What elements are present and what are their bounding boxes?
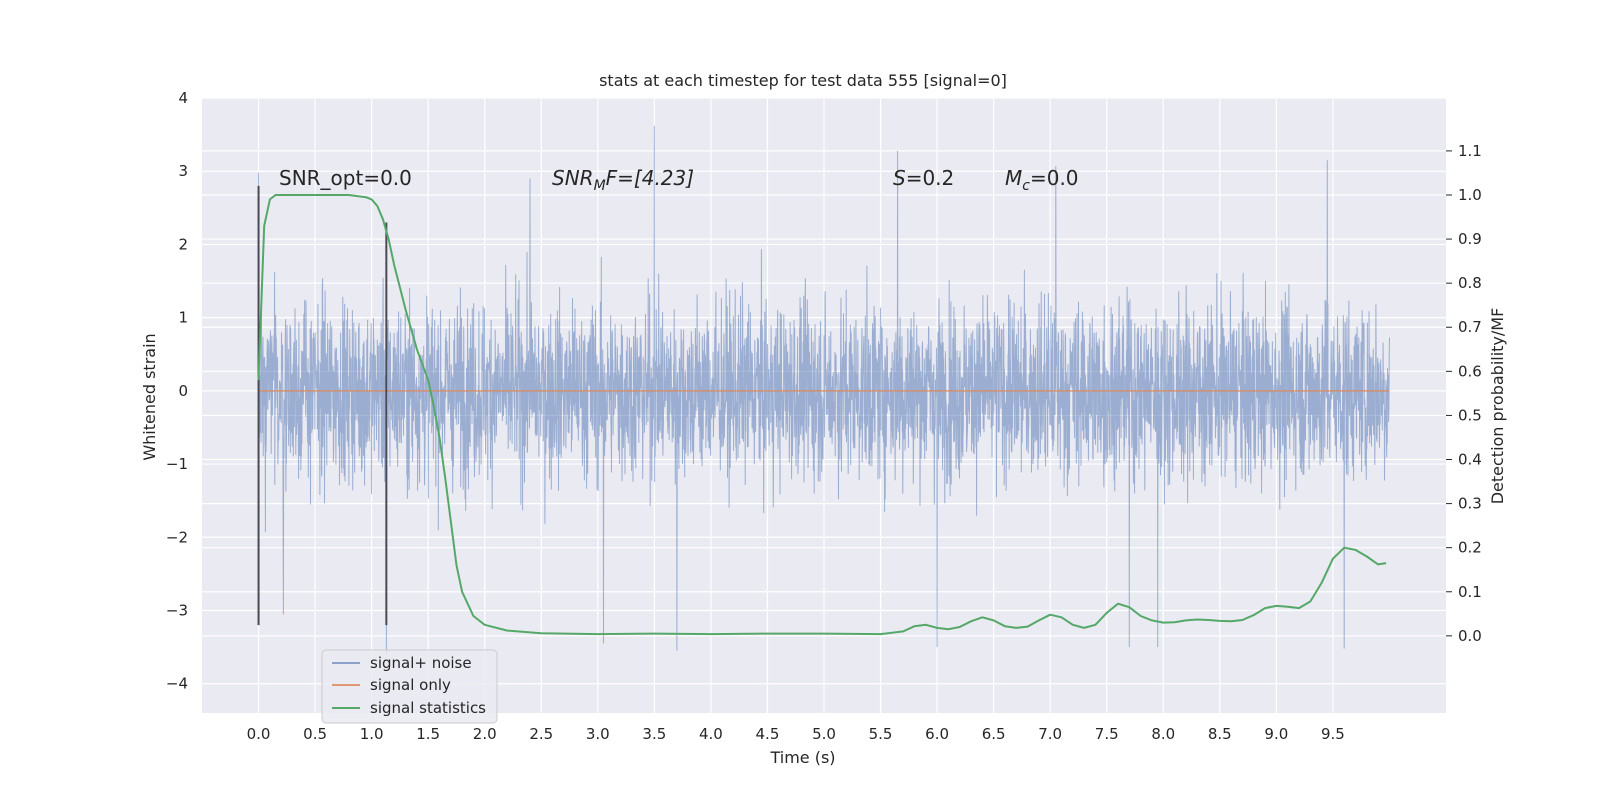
vertical-markers: [257, 185, 388, 626]
y-left-tick-label: 4: [178, 89, 188, 107]
x-tick-label: 1.0: [360, 725, 384, 743]
y-right-tick-label: 0.0: [1458, 627, 1482, 645]
x-tick-label: 4.5: [756, 725, 780, 743]
y-right-tick-label: 0.5: [1458, 406, 1482, 424]
x-tick-label: 2.0: [473, 725, 497, 743]
y-left-tick-label: 1: [178, 309, 188, 327]
x-tick-label: 8.5: [1208, 725, 1232, 743]
y-left-axis-ticks: 4 3 2 1 0 −1 −2 −3 −4: [166, 89, 188, 693]
x-tick-label: 0.0: [247, 725, 271, 743]
x-tick-label: 8.0: [1151, 725, 1175, 743]
y-right-tick-label: 1.1: [1458, 142, 1482, 160]
snr-mf-tail: F=[4.23]: [606, 166, 694, 190]
x-tick-label: 2.5: [529, 725, 553, 743]
y-left-tick-label: 0: [178, 382, 188, 400]
x-tick-label: 9.0: [1264, 725, 1288, 743]
x-tick-label: 6.0: [925, 725, 949, 743]
legend: signal+ noise signal only signal statist…: [321, 649, 498, 724]
mc-var: M: [1005, 166, 1022, 190]
x-axis-label: Time (s): [769, 748, 835, 767]
snr-mf-sub: M: [594, 178, 606, 194]
y-right-tick-label: 1.0: [1458, 186, 1482, 204]
y-right-tick-label: 0.6: [1458, 362, 1482, 380]
y-left-tick-label: −3: [166, 602, 188, 620]
x-tick-label: 1.5: [416, 725, 440, 743]
s-var: S: [893, 166, 906, 190]
signal-noise-series: [258, 125, 1390, 655]
x-tick-label: 9.5: [1321, 725, 1345, 743]
y-left-tick-label: 3: [178, 162, 188, 180]
x-tick-label: 6.5: [982, 725, 1006, 743]
y-left-tick-label: −2: [166, 528, 188, 546]
annotation-mc: Mc=0.0: [1005, 166, 1079, 194]
y-right-tick-label: 0.3: [1458, 495, 1482, 513]
x-tick-label: 7.0: [1038, 725, 1062, 743]
y-right-tick-label: 0.4: [1458, 451, 1482, 469]
s-tail: =0.2: [906, 166, 955, 190]
x-tick-label: 5.0: [812, 725, 836, 743]
y-left-tick-label: 2: [178, 235, 188, 253]
signal-statistics-series: [257, 194, 1387, 636]
x-tick-label: 7.5: [1095, 725, 1119, 743]
chart-title: stats at each timestep for test data 555…: [599, 71, 1007, 90]
x-tick-label: 5.5: [869, 725, 893, 743]
annotation-snr-mf: SNRMF=[4.23]: [552, 166, 694, 194]
legend-label-signal-only: signal only: [370, 676, 451, 694]
y-left-axis-label: Whitened strain: [140, 333, 159, 460]
x-tick-label: 4.0: [699, 725, 723, 743]
annotation-s: S=0.2: [893, 166, 954, 190]
legend-label-signal-statistics: signal statistics: [370, 699, 486, 717]
x-tick-label: 3.5: [642, 725, 666, 743]
signal-noise-line: [258, 125, 1390, 655]
y-right-tick-label: 0.8: [1458, 274, 1482, 292]
y-right-tick-label: 0.1: [1458, 583, 1482, 601]
x-axis-ticks: 0.0 0.5 1.0 1.5 2.0 2.5 3.0 3.5 4.0 4.5 5.0 5.5 6.0 6…: [247, 725, 1345, 743]
y-right-tick-label: 0.2: [1458, 539, 1482, 557]
y-right-axis-ticks: 1.1 1.0 0.9 0.8 0.7 0.6 0.5 0.4 0.3 0.2 0.1 0.0: [1446, 142, 1482, 645]
y-right-tick-label: 0.7: [1458, 318, 1482, 336]
signal-statistics-line: [257, 194, 1387, 636]
annotation-snr-opt: SNR_opt=0.0: [279, 166, 412, 190]
mc-tail: =0.0: [1030, 166, 1079, 190]
legend-label-signal-noise: signal+ noise: [370, 654, 472, 672]
y-right-tick-label: 0.9: [1458, 230, 1482, 248]
y-left-tick-label: −1: [166, 455, 188, 473]
y-right-axis-label: Detection probability/MF: [1488, 308, 1507, 505]
x-tick-label: 3.0: [586, 725, 610, 743]
y-left-tick-label: −4: [166, 675, 188, 693]
legend-box: [321, 649, 498, 724]
x-tick-label: 0.5: [303, 725, 327, 743]
snr-mf-base: SNR: [552, 166, 594, 190]
mc-sub: c: [1022, 178, 1030, 194]
